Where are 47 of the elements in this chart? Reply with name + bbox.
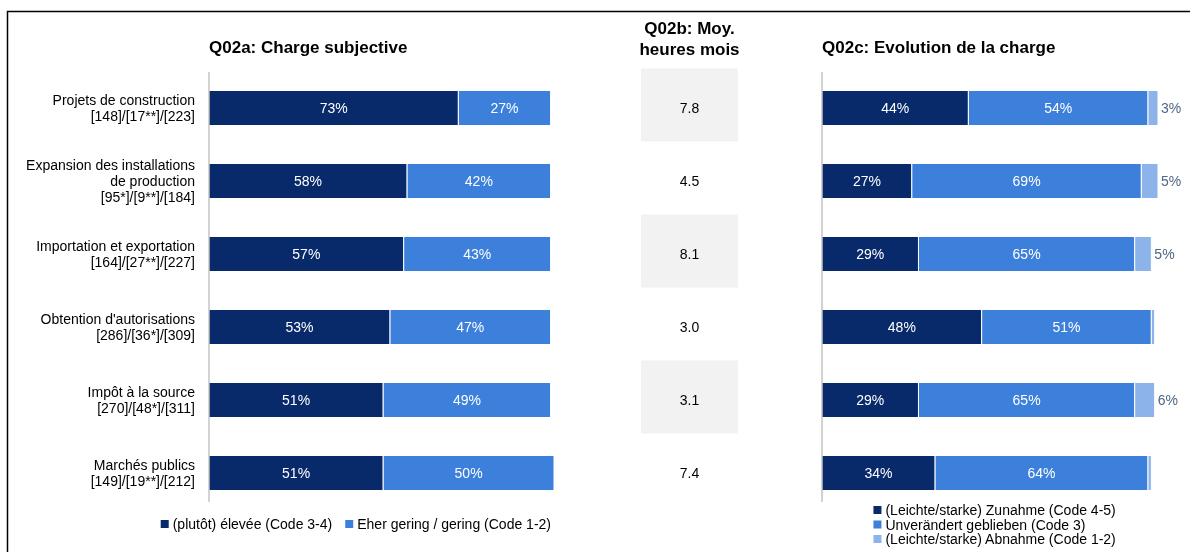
data-label: 65% [1012, 392, 1041, 408]
y-tick-label: Marchés publics [149]/[19**]/[212] [90, 457, 195, 489]
y-tick-label: Importation et exportation [164]/[27**]/[227] [36, 238, 195, 270]
text: Q02b: Moy. heures mois [639, 18, 740, 59]
data-label: 6% [1157, 392, 1178, 408]
data-label: 29% [856, 246, 885, 262]
legend-label: (Leichte/starke) Zunahme (Code 4-5) [885, 502, 1116, 518]
legend-label: (Leichte/starke) Abnahme (Code 1-2) [885, 531, 1116, 547]
data-label: 44% [881, 100, 910, 116]
y-tick-label: Expansion des installations de production [95*]/[9**]/[184] [26, 157, 195, 205]
data-label: 3% [1161, 100, 1182, 116]
data-label: 53% [285, 319, 314, 335]
data-label: 47% [456, 319, 485, 335]
data-label: 5% [1161, 173, 1182, 189]
data-label: 58% [294, 173, 323, 189]
data-label: 7.4 [679, 465, 700, 481]
y-tick-label: Impôt à la source [270]/[48*]/[311] [87, 384, 196, 416]
y-tick-label: Projets de construction [148]/[17**]/[223] [52, 92, 195, 124]
data-label: 54% [1044, 100, 1073, 116]
data-label: 7.8 [679, 100, 700, 116]
data-label: 27% [852, 173, 881, 189]
data-label: 51% [1052, 319, 1081, 335]
data-label: 3.1 [679, 392, 700, 408]
data-label: 5% [1154, 246, 1175, 262]
legend-label: (plutôt) élevée (Code 3-4) [172, 516, 333, 532]
data-label: 69% [1012, 173, 1041, 189]
data-label: 57% [292, 246, 321, 262]
data-label: 42% [464, 173, 493, 189]
chart-title: Q02a: Charge subjective [209, 38, 408, 57]
data-label: 29% [856, 392, 885, 408]
data-label: 64% [1027, 465, 1056, 481]
data-label: 65% [1012, 246, 1041, 262]
data-label: 73% [319, 100, 348, 116]
data-label: 51% [282, 392, 311, 408]
chart-title: Q02c: Evolution de la charge [822, 38, 1056, 57]
data-label: 49% [452, 392, 481, 408]
data-label: 43% [463, 246, 492, 262]
data-label: 48% [887, 319, 916, 335]
data-label: 34% [864, 465, 893, 481]
data-label: 8.1 [679, 246, 700, 262]
data-label: 4.5 [679, 173, 700, 189]
data-label: 51% [282, 465, 311, 481]
data-label: 50% [454, 465, 483, 481]
data-label: 3.0 [679, 319, 700, 335]
y-tick-label: Obtention d'autorisations [286]/[36*]/[309] [40, 311, 195, 343]
data-label: 27% [490, 100, 519, 116]
legend-label: Eher gering / gering (Code 1-2) [357, 516, 552, 532]
